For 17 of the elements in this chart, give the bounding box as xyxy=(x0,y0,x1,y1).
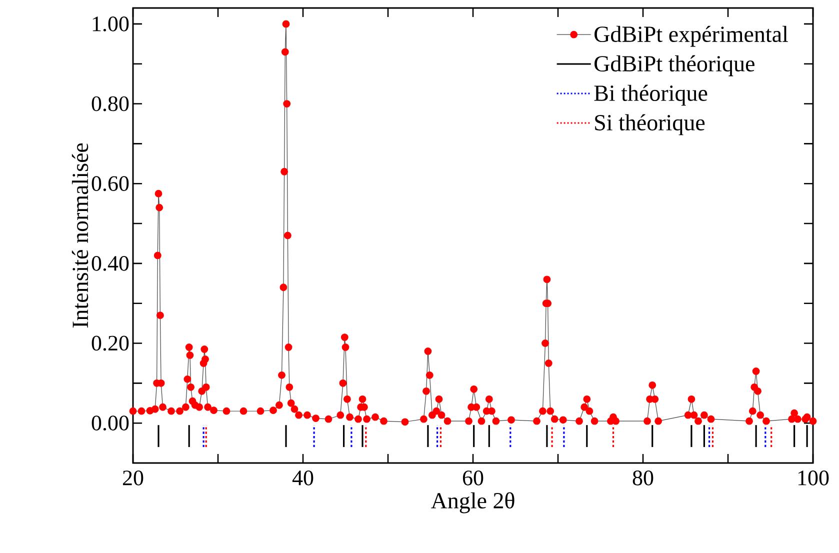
x-axis-title: Angle 2θ xyxy=(430,492,514,514)
y-tick-label: 1.00 xyxy=(92,16,129,32)
legend-label: GdBiPt théorique xyxy=(594,55,754,76)
x-tick-label: 20 xyxy=(122,470,144,486)
x-tick-label: 60 xyxy=(462,470,484,486)
x-tick-label: 100 xyxy=(798,470,829,486)
y-axis-title: Intensité normalisée xyxy=(72,143,88,328)
y-tick-label: 0.00 xyxy=(92,416,129,431)
x-tick-label: 40 xyxy=(292,470,314,486)
y-tick-label: 0.40 xyxy=(92,256,129,271)
x-tick-label: 80 xyxy=(632,470,654,486)
legend-label: GdBiPt expérimental xyxy=(594,26,788,47)
y-tick-label: 0.80 xyxy=(92,96,129,112)
y-tick-label: 0.20 xyxy=(92,336,129,351)
y-tick-label: 0.60 xyxy=(92,176,129,192)
legend-label: Si théorique xyxy=(595,114,705,136)
legend-label: Bi théorique xyxy=(594,84,708,106)
